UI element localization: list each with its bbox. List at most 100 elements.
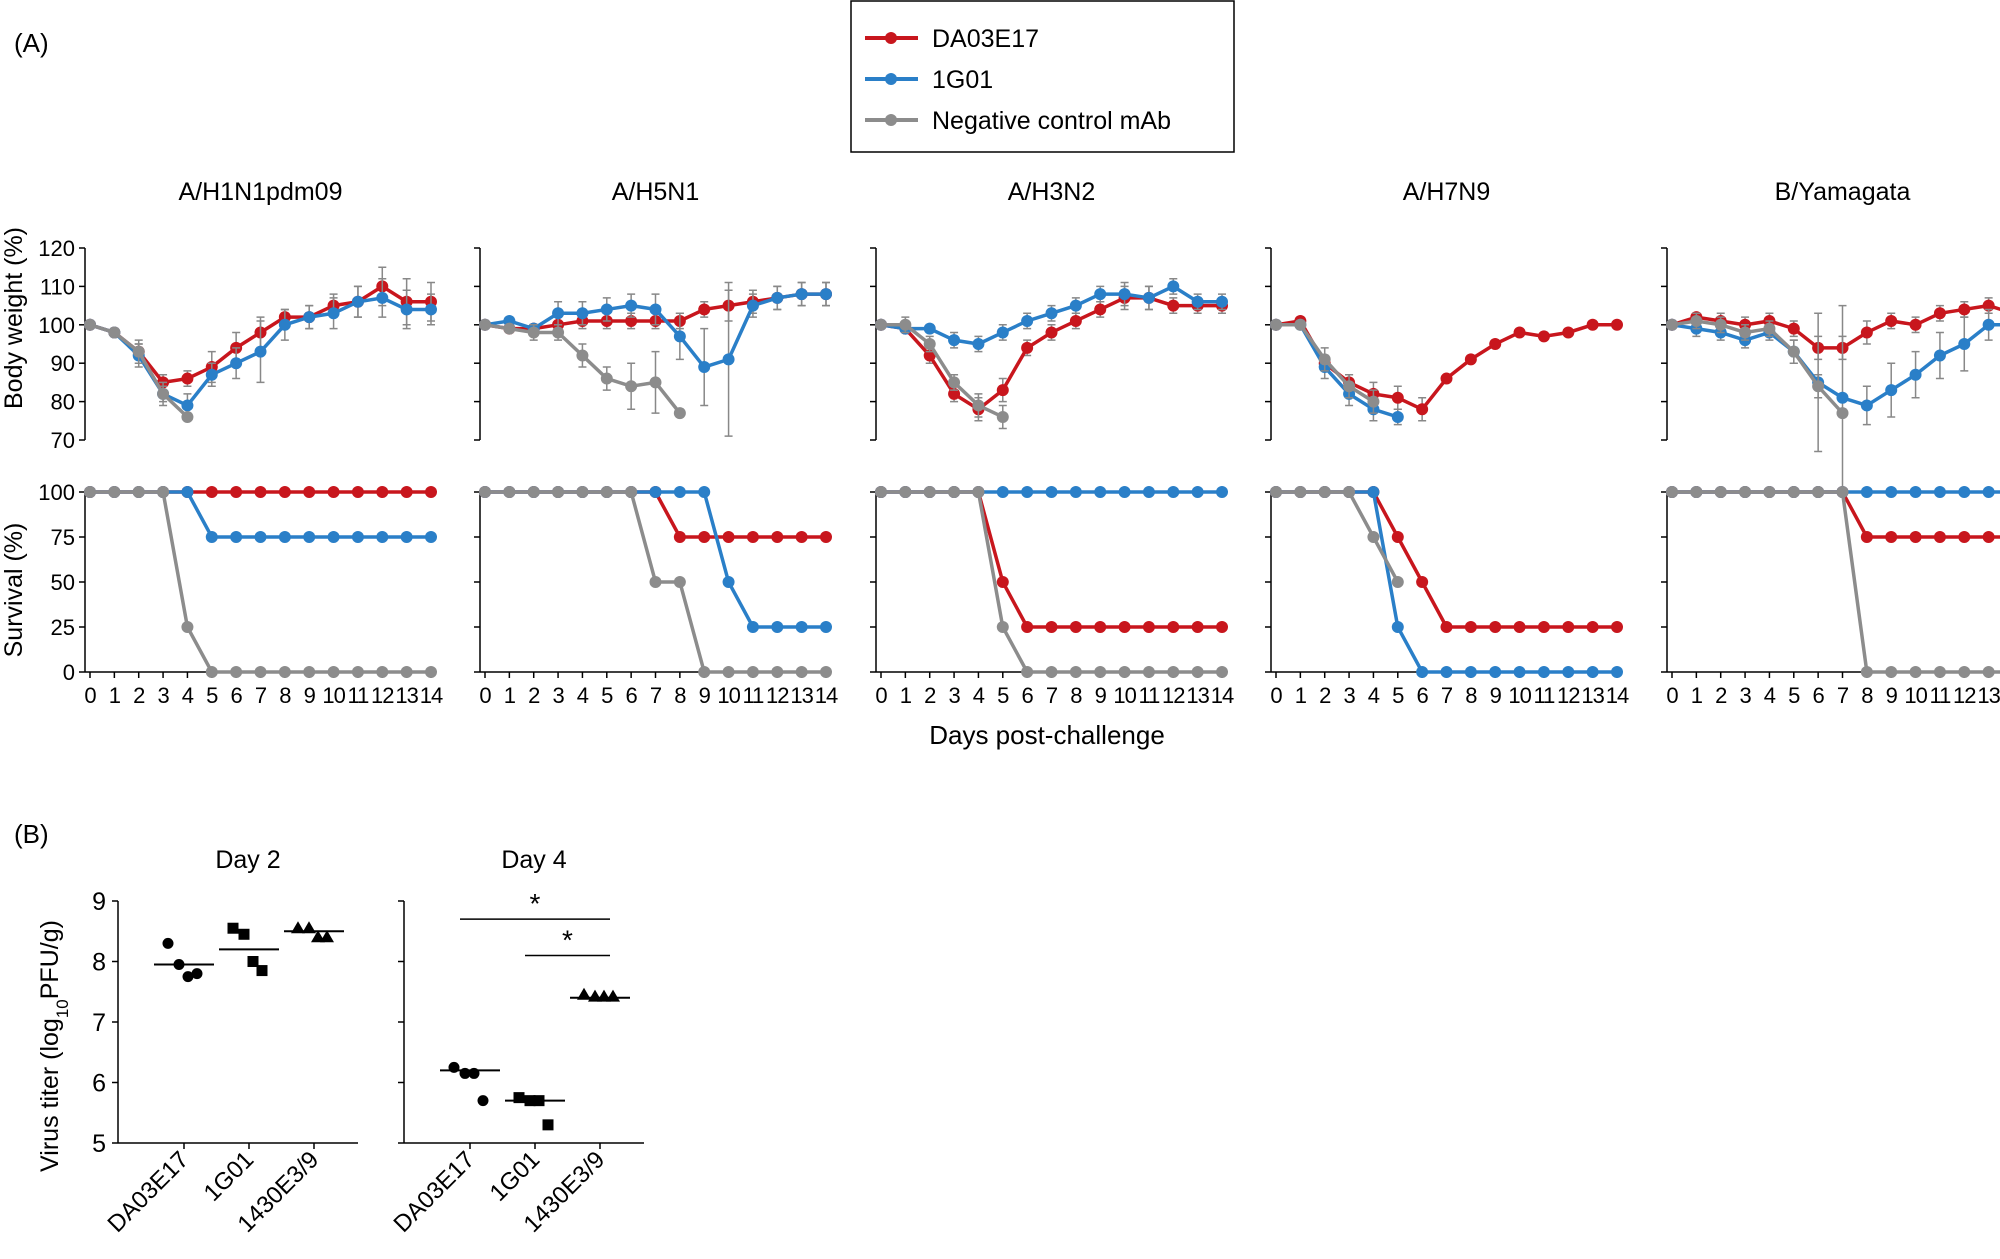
x-tick-label: 12	[371, 683, 394, 708]
x-tick-label: 0	[875, 683, 887, 708]
data-point	[1440, 666, 1453, 678]
panel-a-label: (A)	[14, 28, 49, 58]
x-tick-label: 5	[1788, 683, 1800, 708]
y-tick-label: 100	[38, 313, 75, 338]
data-point	[1666, 318, 1678, 331]
series-line	[881, 490, 1222, 629]
data-point	[1909, 666, 1922, 678]
x-tick-label: 12	[1557, 683, 1580, 708]
body-weight-plot	[1265, 247, 1623, 441]
x-tick-label: 5	[997, 683, 1009, 708]
data-point	[923, 349, 936, 362]
data-point	[1537, 330, 1550, 343]
data-point	[1586, 318, 1599, 331]
data-point	[84, 318, 96, 331]
titer-y-axis-label: Virus titer (log10PFU/g)	[36, 920, 72, 1172]
x-tick-label: 14	[420, 683, 443, 708]
x-tick-label: 7	[650, 683, 662, 708]
data-point	[673, 576, 686, 588]
data-point	[1416, 403, 1429, 416]
data-point	[1118, 288, 1131, 301]
data-point	[1690, 486, 1703, 498]
data-point	[795, 621, 808, 633]
x-tick-label: 14	[1211, 683, 1234, 708]
data-point	[1958, 486, 1971, 498]
data-point	[948, 334, 961, 347]
data-point	[108, 486, 121, 498]
data-point	[1787, 345, 1800, 358]
x-tick-label: 6	[1813, 683, 1825, 708]
data-point	[254, 531, 267, 543]
x-tick-label: 11	[348, 683, 370, 708]
legend-label: DA03E17	[932, 25, 1039, 53]
series-line	[89, 323, 189, 419]
x-tick-label: 1	[504, 683, 516, 708]
data-point	[1021, 341, 1034, 354]
data-point	[1118, 486, 1131, 498]
data-point	[875, 486, 887, 498]
data-point	[479, 318, 491, 331]
data-point	[1763, 322, 1776, 335]
data-point	[238, 928, 250, 940]
x-tick-label: 0	[1270, 683, 1282, 708]
data-point	[746, 299, 759, 312]
data-point	[1739, 326, 1752, 339]
x-tick-label: 4	[1368, 683, 1380, 708]
data-point	[1094, 303, 1107, 316]
x-tick-label: 11	[1139, 683, 1161, 708]
data-point	[157, 486, 170, 498]
data-point	[327, 531, 340, 543]
data-point	[513, 1092, 525, 1104]
data-point	[996, 486, 1009, 498]
series-line	[1672, 490, 2000, 539]
data-point	[771, 621, 784, 633]
data-point	[1216, 621, 1228, 633]
data-point	[722, 531, 735, 543]
data-point	[625, 314, 638, 327]
x-tick-label: 5	[1392, 683, 1404, 708]
x-tick-label: 13	[1186, 683, 1209, 708]
body-weight-plot	[474, 247, 832, 441]
x-tick-label: 1G01	[199, 1146, 260, 1207]
data-point	[1021, 486, 1034, 498]
x-tick-label: 7	[1046, 683, 1058, 708]
x-tick-label: 2	[133, 683, 145, 708]
data-point	[795, 666, 808, 678]
data-point	[722, 666, 735, 678]
data-point	[996, 621, 1009, 633]
data-point	[303, 666, 316, 678]
data-point	[278, 486, 291, 498]
data-point	[698, 486, 711, 498]
x-tick-label: 13	[790, 683, 813, 708]
data-point	[1958, 666, 1971, 678]
data-point	[923, 338, 936, 350]
x-tick-label: 0	[479, 683, 491, 708]
data-point	[1045, 307, 1058, 320]
survival-series-negative-control-mab	[84, 486, 437, 678]
data-point	[576, 307, 589, 320]
data-point	[376, 666, 389, 678]
data-point	[1069, 666, 1082, 678]
data-point	[996, 326, 1009, 339]
data-point	[256, 965, 268, 977]
x-tick-label: 4	[973, 683, 985, 708]
x-tick-label: 10	[1904, 683, 1927, 708]
data-point	[1909, 318, 1922, 331]
y-tick-label: 7	[92, 1009, 106, 1037]
data-point	[1909, 368, 1922, 381]
data-point	[600, 303, 613, 316]
x-tick-label: 9	[1886, 683, 1898, 708]
data-point	[625, 486, 638, 498]
data-point	[795, 288, 808, 301]
data-point	[1562, 621, 1575, 633]
data-point	[1318, 353, 1331, 366]
data-point	[1343, 486, 1356, 498]
data-point	[899, 486, 912, 498]
data-point	[230, 666, 243, 678]
data-point	[503, 486, 516, 498]
x-tick-label: 2	[1715, 683, 1727, 708]
